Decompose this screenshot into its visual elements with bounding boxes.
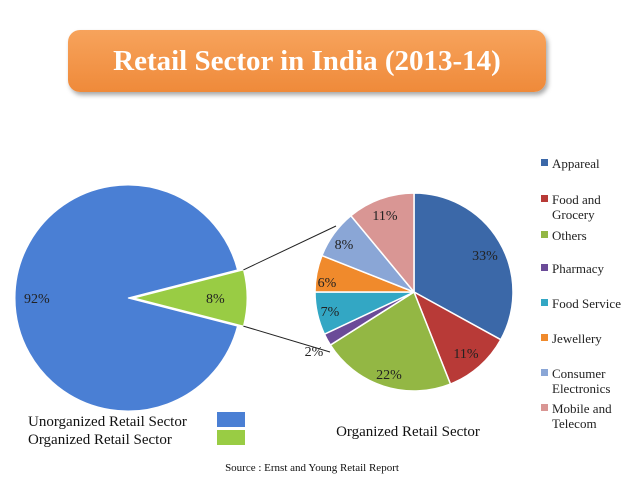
- legend-swatch-consumer-electronics: [541, 369, 548, 376]
- slice-others: [329, 290, 452, 392]
- title-banner: Retail Sector in India (2013-14): [68, 30, 546, 92]
- page-title: Retail Sector in India (2013-14): [113, 44, 501, 77]
- data-label-consumer-electronics: 8%: [335, 238, 354, 253]
- data-label-mobile-and-telecom: 11%: [372, 209, 397, 224]
- legend-swatch-jewellery: [541, 334, 548, 341]
- legend-label-others: Others: [552, 228, 587, 243]
- legend-swatch-pharmacy: [541, 264, 548, 271]
- source-note: Source : Ernst and Young Retail Report: [225, 462, 399, 474]
- slice-food-and-grocery: [412, 290, 502, 386]
- data-label-pharmacy: 2%: [305, 345, 324, 360]
- breakdown-legend: Appareal Food and Grocery Others Pharmacy Foo…: [541, 156, 621, 431]
- legend-label-consumer-electronics: Consumer Electronics: [552, 366, 610, 396]
- slice-mobile-and-telecom: [349, 192, 415, 295]
- data-label-food-and-grocery: 11%: [453, 347, 478, 362]
- data-label-food-service: 7%: [321, 305, 340, 320]
- legend-label-food-service: Food Service: [552, 296, 621, 311]
- connector-line-top: [243, 225, 337, 271]
- legend-label-pharmacy: Pharmacy: [552, 261, 604, 276]
- legend-swatch-others: [541, 231, 548, 238]
- data-label-appareal: 33%: [472, 249, 498, 264]
- data-label-organized-retail-sector: 8%: [206, 292, 225, 307]
- slice-unorganized-retail-sector: [14, 184, 239, 412]
- legend-label-appareal: Appareal: [552, 156, 600, 171]
- legend-swatch-organized-retail-sector: [217, 430, 245, 445]
- data-label-others: 22%: [376, 368, 402, 383]
- legend-swatch-food-and-grocery: [541, 195, 548, 202]
- legend-swatch-appareal: [541, 159, 548, 166]
- legend-swatch-unorganized-retail-sector: [217, 412, 245, 427]
- legend-label-food-and-grocery: Food and Grocery: [552, 192, 601, 222]
- legend-label-organized-retail-sector: Organized Retail Sector: [28, 432, 172, 448]
- breakdown-pie-title: Organized Retail Sector: [336, 424, 480, 440]
- connector-line-bottom: [243, 325, 331, 353]
- data-label-unorganized-retail-sector: 92%: [24, 292, 50, 307]
- legend-swatch-food-service: [541, 299, 548, 306]
- legend-label-jewellery: Jewellery: [552, 331, 602, 346]
- pie-connector-lines: [243, 225, 337, 353]
- sector-legend: Unorganized Retail Sector Organized Retai…: [28, 412, 245, 448]
- sector-pie: 92% 8%: [14, 184, 248, 412]
- organized-breakdown-pie: 33% 11% 22% 2% 7% 6% 8% 11%: [305, 192, 514, 392]
- legend-swatch-mobile-and-telecom: [541, 404, 548, 411]
- slice-appareal: [413, 192, 514, 341]
- legend-label-unorganized-retail-sector: Unorganized Retail Sector: [28, 414, 187, 430]
- legend-label-mobile-and-telecom: Mobile and Telecom: [552, 401, 612, 431]
- data-label-jewellery: 6%: [318, 276, 337, 291]
